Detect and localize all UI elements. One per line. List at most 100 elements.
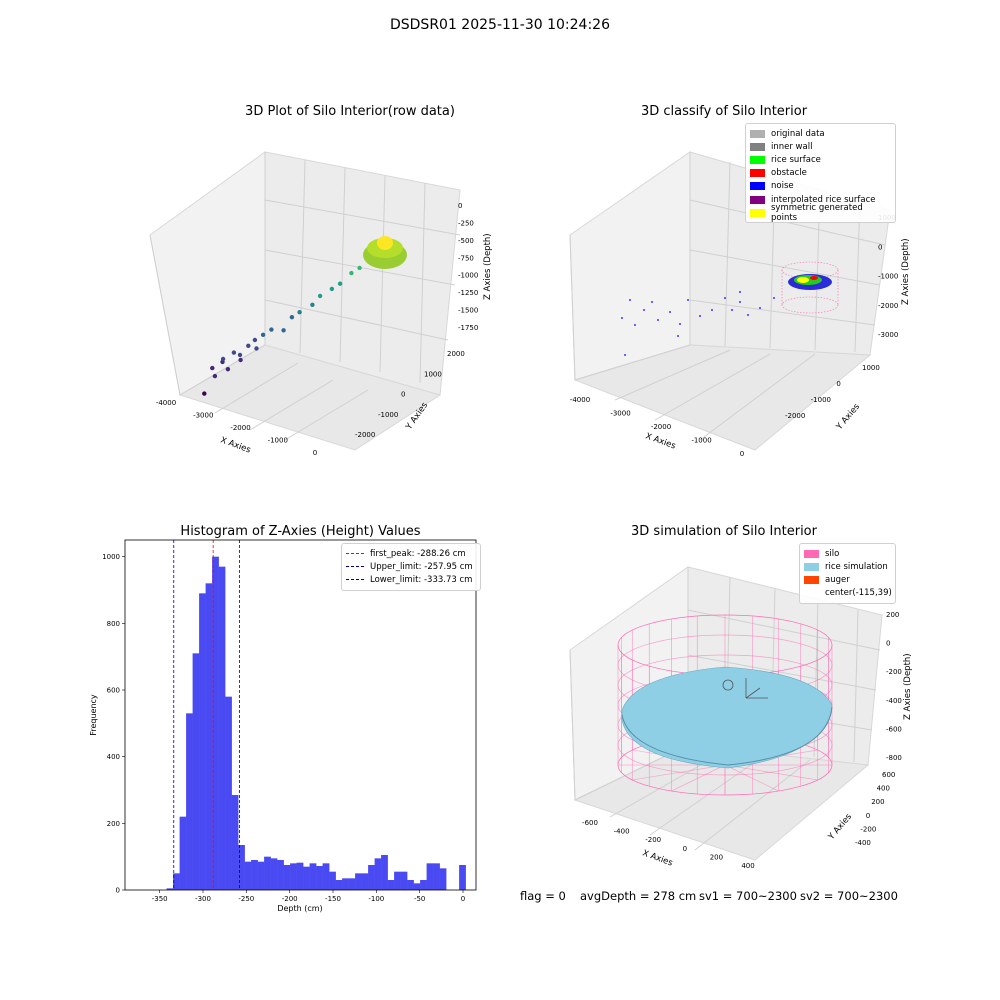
grid-line — [687, 654, 877, 691]
chart4-y-tick-label: -200 — [860, 825, 876, 833]
histogram-bar — [290, 863, 297, 890]
chart1-point — [225, 367, 231, 372]
grid-line — [264, 199, 461, 236]
legend-swatch — [750, 129, 765, 138]
histogram-bar — [361, 873, 369, 890]
legend-label: first_peak: -288.26 cm — [370, 548, 466, 559]
chart1-point — [269, 327, 274, 332]
legend-entry: Upper_limit: -257.95 cm — [346, 560, 476, 573]
status-sv1: sv1 = 700~2300 — [699, 889, 797, 903]
chart1-panes — [149, 151, 461, 451]
histogram-bar — [426, 863, 434, 890]
histogram-bar — [322, 863, 330, 890]
status-flag: flag = 0 — [520, 889, 566, 903]
grid-line — [299, 159, 306, 354]
chart4-z-tick-label: -600 — [886, 725, 902, 733]
chart4-x-tick-label: 200 — [710, 853, 723, 861]
chart1-point — [310, 302, 315, 307]
chart2-legend: original data inner wall rice surface obsta… — [745, 123, 896, 224]
histogram-bar — [387, 880, 395, 890]
grid-line — [214, 362, 299, 414]
chart2-x-tick-label: -3000 — [610, 410, 630, 418]
chart4-title: 3D simulation of Silo Interior — [631, 524, 817, 539]
chart1-z-tick-label: -250 — [458, 219, 474, 227]
legend-entry: obstacle — [750, 167, 891, 180]
legend-line — [346, 566, 364, 568]
silo-spoke — [724, 764, 818, 781]
chart1-point — [212, 373, 218, 379]
grid-line — [724, 161, 731, 347]
grid-line — [284, 389, 369, 441]
grid-line — [654, 353, 771, 421]
chart1-point — [357, 265, 362, 271]
chart1-y-tick-label: -2000 — [355, 431, 375, 439]
grid-line — [249, 379, 334, 431]
legend-label: noise — [771, 181, 794, 192]
chart2-silo-cylinder — [781, 261, 839, 314]
chart1-point — [210, 365, 215, 371]
chart4-y-tick-label: 0 — [866, 812, 870, 820]
grid-line — [853, 609, 859, 763]
histogram-bar — [251, 860, 258, 890]
figure-title: DSDSR01 2025-11-30 10:24:26 — [389, 17, 610, 33]
legend-label: auger — [825, 574, 850, 585]
x-tick-label: -300 — [195, 895, 211, 903]
chart1-y-tick-label: 1000 — [424, 370, 442, 378]
chart1-x-tick-label: -3000 — [193, 412, 213, 420]
grid-line — [699, 353, 816, 441]
histogram-bar — [270, 858, 278, 890]
chart4-ylabel: Y Axies — [826, 812, 854, 843]
histogram-bar — [368, 865, 375, 890]
legend-swatch — [804, 549, 819, 558]
histogram-bar — [348, 878, 356, 890]
histogram-bars — [166, 556, 466, 890]
chart1-x-tick-label: 0 — [313, 449, 317, 457]
grid-line — [264, 299, 449, 341]
legend-swatch — [750, 155, 765, 164]
legend-swatch — [750, 169, 765, 178]
chart1-x-tick-label: -4000 — [156, 399, 176, 407]
chart1-z-tick-label: -500 — [458, 237, 474, 245]
histogram-bar — [309, 863, 317, 890]
chart1-3d-plot: -4000 -3000 -2000 -1000 0 -2000 -1000 0 1000 200… — [149, 151, 493, 457]
legend-label: interpolated rice surface — [771, 194, 876, 205]
legend-entry: center(-115,39) — [804, 587, 892, 600]
histogram-bar — [283, 865, 291, 890]
chart1-z-tick-label: 0 — [458, 202, 462, 210]
chart4-rice-simulation — [621, 666, 833, 769]
histogram-bar — [374, 858, 382, 890]
chart1-point — [297, 310, 302, 315]
legend-label: rice simulation — [825, 561, 888, 572]
chart1-xlabel: X Axies — [219, 435, 252, 455]
x-tick-label: -50 — [414, 895, 425, 903]
chart2-x-tick-label: -4000 — [570, 396, 590, 404]
histogram-bar — [303, 866, 310, 890]
chart1-point — [237, 352, 243, 358]
x-tick-label: -100 — [368, 895, 384, 903]
grid-line — [149, 234, 181, 396]
legend-entry: original data — [750, 127, 891, 140]
histogram-bar — [355, 873, 362, 890]
histogram-bar — [205, 583, 213, 890]
chart2-x-tick-label: -1000 — [691, 437, 711, 445]
legend-label: rice surface — [771, 154, 821, 165]
chart3-xlabel: Depth (cm) — [277, 904, 322, 913]
legend-label: Lower_limit: -333.73 cm — [370, 574, 473, 585]
grid-line — [419, 182, 426, 384]
chart1-point — [202, 391, 207, 396]
histogram-bar — [238, 845, 245, 890]
chart1-point — [238, 357, 243, 363]
legend-label: symmetric generated points — [771, 202, 863, 223]
histogram-bar — [433, 863, 440, 890]
chart3-title: Histogram of Z-Axies (Height) Values — [180, 524, 421, 539]
grid-line — [569, 649, 576, 801]
legend-entry: interpolated rice surface — [750, 193, 891, 206]
histogram-bar — [394, 871, 401, 890]
chart1-x-tick-label: -2000 — [230, 424, 250, 432]
histogram-bar — [296, 862, 304, 890]
chart1-point — [252, 337, 258, 343]
silo-spoke — [724, 764, 779, 792]
histogram-bar — [179, 816, 187, 890]
chart4-z-tick-label: 0 — [886, 640, 890, 648]
chart1-z-tick-label: -1500 — [458, 307, 478, 315]
